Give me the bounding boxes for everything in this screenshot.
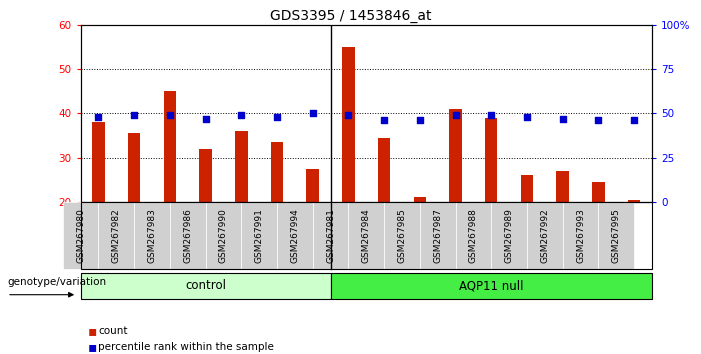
- Bar: [485, 118, 498, 202]
- Point: [557, 116, 569, 121]
- Bar: [271, 142, 283, 202]
- Bar: [378, 138, 390, 202]
- Text: AQP11 null: AQP11 null: [459, 279, 524, 292]
- Point: [93, 114, 104, 120]
- Text: percentile rank within the sample: percentile rank within the sample: [98, 342, 274, 352]
- Bar: [521, 175, 533, 202]
- Text: GSM267987: GSM267987: [433, 208, 442, 263]
- Text: GSM267981: GSM267981: [326, 208, 335, 263]
- Text: GSM267986: GSM267986: [183, 208, 192, 263]
- Point: [307, 110, 318, 116]
- Point: [128, 112, 139, 118]
- Bar: [306, 169, 319, 202]
- Text: GSM267989: GSM267989: [505, 208, 514, 263]
- Point: [629, 118, 640, 123]
- Text: GSM267988: GSM267988: [469, 208, 478, 263]
- Text: GSM267990: GSM267990: [219, 208, 228, 263]
- Bar: [449, 109, 462, 202]
- Text: GSM267984: GSM267984: [362, 208, 371, 263]
- Point: [271, 114, 283, 120]
- Text: GSM267991: GSM267991: [254, 208, 264, 263]
- Bar: [93, 122, 104, 202]
- Point: [593, 118, 604, 123]
- Text: GSM267982: GSM267982: [112, 208, 121, 263]
- Point: [450, 112, 461, 118]
- Text: GSM267992: GSM267992: [540, 208, 550, 263]
- Point: [236, 112, 247, 118]
- Point: [343, 112, 354, 118]
- Point: [486, 112, 497, 118]
- Bar: [592, 182, 605, 202]
- Text: GSM267995: GSM267995: [612, 208, 620, 263]
- Text: GSM267983: GSM267983: [147, 208, 156, 263]
- Bar: [163, 91, 176, 202]
- Point: [522, 114, 533, 120]
- Text: count: count: [98, 326, 128, 336]
- Text: ▪: ▪: [88, 340, 97, 354]
- Bar: [235, 131, 247, 202]
- Text: GSM267994: GSM267994: [290, 208, 299, 263]
- Point: [164, 112, 175, 118]
- Bar: [342, 47, 355, 202]
- Text: GDS3395 / 1453846_at: GDS3395 / 1453846_at: [270, 9, 431, 23]
- Bar: [557, 171, 569, 202]
- Point: [379, 118, 390, 123]
- Text: GSM267980: GSM267980: [76, 208, 85, 263]
- Bar: [414, 197, 426, 202]
- Text: GSM267985: GSM267985: [397, 208, 407, 263]
- Point: [200, 116, 211, 121]
- Bar: [199, 149, 212, 202]
- Point: [414, 118, 426, 123]
- Text: ▪: ▪: [88, 324, 97, 338]
- Bar: [128, 133, 140, 202]
- Bar: [628, 200, 640, 202]
- Text: GSM267993: GSM267993: [576, 208, 585, 263]
- Text: genotype/variation: genotype/variation: [7, 277, 106, 287]
- Text: control: control: [185, 279, 226, 292]
